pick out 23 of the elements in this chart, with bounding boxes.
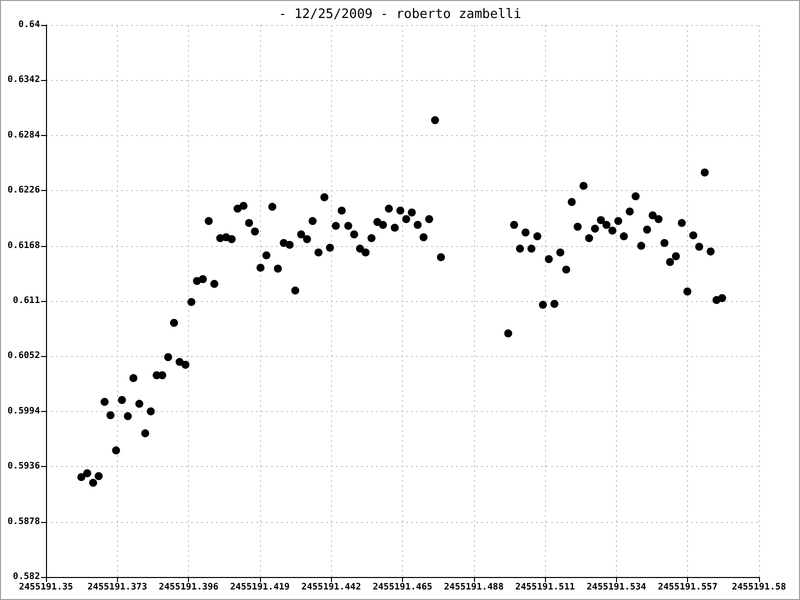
x-tick-label: 2455191.35 (18, 582, 74, 592)
y-tick-label: 0.6168 (7, 240, 40, 251)
x-tick-label: 2455191.442 (301, 582, 362, 592)
x-tick-label: 2455191.534 (586, 582, 647, 592)
y-tick-label: 0.6226 (7, 186, 40, 196)
y-tick-label: 0.582 (12, 572, 40, 582)
x-tick-label: 2455191.465 (372, 582, 432, 592)
x-tick-label: 2455191.511 (515, 582, 575, 592)
y-tick-label: 0.6342 (7, 75, 40, 86)
x-tick-label: 2455191.419 (230, 582, 290, 592)
y-tick-label: 0.5878 (7, 516, 40, 527)
y-tick-label: 0.611 (12, 296, 40, 306)
y-tick-label: 0.5994 (7, 406, 41, 416)
y-tick-label: 0.64 (18, 20, 41, 30)
x-tick-label: 2455191.557 (658, 582, 718, 592)
chart-title: - 12/25/2009 - roberto zambelli (278, 7, 522, 22)
y-tick-label: 0.5936 (7, 462, 40, 472)
x-tick-label: 2455191.396 (158, 582, 218, 592)
x-tick-label: 2455191.58 (732, 582, 786, 592)
x-tick-label: 2455191.488 (444, 582, 504, 592)
y-tick-label: 0.6284 (7, 130, 41, 140)
y-tick-label: 0.6052 (7, 351, 40, 362)
x-tick-label: 2455191.373 (87, 582, 148, 592)
